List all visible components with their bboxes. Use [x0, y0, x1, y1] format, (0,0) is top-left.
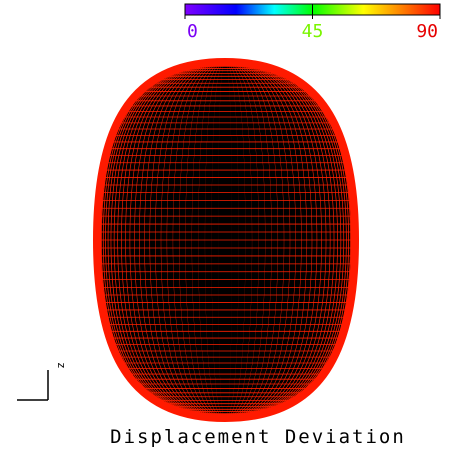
- tick-label: 45: [302, 21, 324, 42]
- axis-triad: [17, 370, 49, 401]
- axis-label: z: [55, 362, 68, 369]
- tick-label: 90: [416, 21, 438, 42]
- title: Displacement Deviation: [110, 426, 406, 448]
- colorbar-ticks: 0 45 90: [184, 4, 441, 42]
- mesh: [97, 62, 355, 418]
- tick-label: 0: [187, 21, 198, 42]
